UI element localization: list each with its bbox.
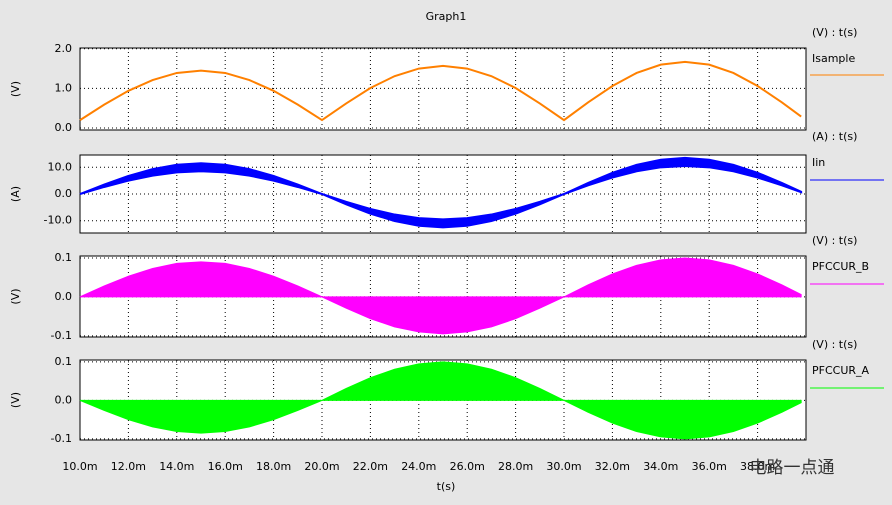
legend-label: PFCCUR_B <box>812 260 869 273</box>
y-axis-label: (V) <box>9 392 22 408</box>
y-tick-label: 0.0 <box>55 187 73 200</box>
legend-label: Isample <box>812 52 855 65</box>
x-tick-label: 22.0m <box>353 460 388 473</box>
unit-label: (V) : t(s) <box>812 234 857 247</box>
y-axis-label: (V) <box>9 81 22 97</box>
y-tick-label: 1.0 <box>55 81 73 94</box>
x-tick-label: 30.0m <box>546 460 581 473</box>
waveform <box>79 257 802 335</box>
unit-label: (V) : t(s) <box>812 338 857 351</box>
x-tick-label: 20.0m <box>304 460 339 473</box>
y-tick-label: -10.0 <box>44 214 72 227</box>
y-tick-label: -0.1 <box>51 432 72 445</box>
y-axis-label: (V) <box>9 288 22 304</box>
y-tick-label: -0.1 <box>51 329 72 342</box>
y-tick-label: 0.0 <box>55 393 73 406</box>
x-tick-label: 36.0m <box>692 460 727 473</box>
x-tick-label: 18.0m <box>256 460 291 473</box>
x-tick-label: 24.0m <box>401 460 436 473</box>
legend-label: PFCCUR_A <box>812 364 870 377</box>
x-axis-label: t(s) <box>437 480 456 493</box>
plot-area <box>79 47 807 131</box>
x-tick-label: 10.0m <box>62 460 97 473</box>
x-tick-label: 12.0m <box>111 460 146 473</box>
watermark: 电路一点通 <box>750 458 835 478</box>
x-tick-label: 38.0m <box>740 460 775 473</box>
y-axis-label: (A) <box>9 186 22 202</box>
x-tick-label: 26.0m <box>450 460 485 473</box>
legend-label: Iin <box>812 156 825 169</box>
y-tick-label: 0.0 <box>55 121 73 134</box>
waveform <box>79 361 802 440</box>
x-tick-label: 28.0m <box>498 460 533 473</box>
y-tick-label: 0.0 <box>55 290 73 303</box>
y-tick-label: 0.1 <box>55 251 73 264</box>
waveform <box>79 156 803 229</box>
waveform <box>79 60 802 122</box>
y-tick-label: 0.1 <box>55 355 73 368</box>
x-tick-label: 34.0m <box>643 460 678 473</box>
graph-title: Graph1 <box>426 10 467 23</box>
unit-label: (A) : t(s) <box>812 130 857 143</box>
x-tick-label: 32.0m <box>595 460 630 473</box>
y-tick-label: 2.0 <box>55 42 73 55</box>
x-tick-label: 14.0m <box>159 460 194 473</box>
unit-label: (V) : t(s) <box>812 26 857 39</box>
x-tick-label: 16.0m <box>208 460 243 473</box>
y-tick-label: 10.0 <box>48 160 73 173</box>
